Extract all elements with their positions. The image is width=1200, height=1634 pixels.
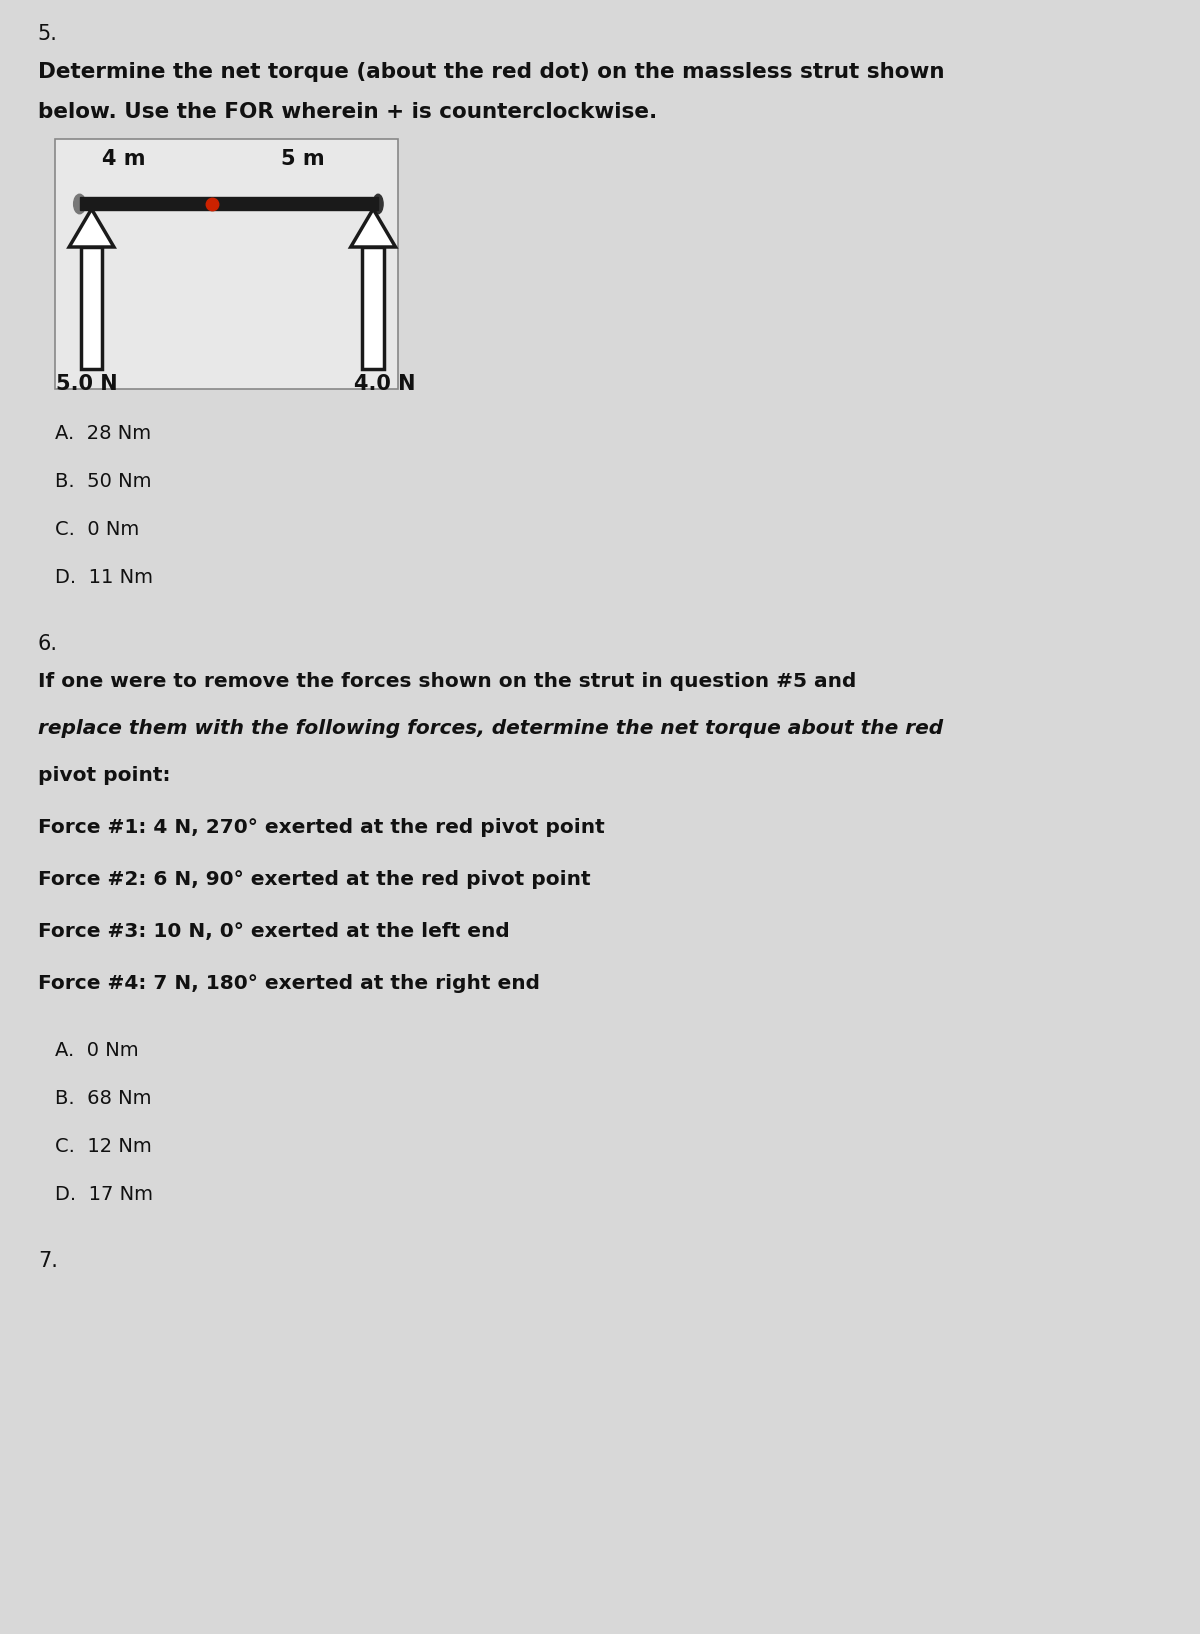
Text: D.  11 Nm: D. 11 Nm	[55, 569, 152, 587]
Text: pivot point:: pivot point:	[38, 766, 170, 784]
Ellipse shape	[73, 194, 85, 214]
Text: below. Use the FOR wherein + is counterclockwise.: below. Use the FOR wherein + is counterc…	[38, 101, 658, 123]
Text: C.  0 Nm: C. 0 Nm	[55, 520, 139, 539]
Text: A.  0 Nm: A. 0 Nm	[55, 1041, 138, 1060]
Text: Force #1: 4 N, 270° exerted at the red pivot point: Force #1: 4 N, 270° exerted at the red p…	[38, 817, 605, 837]
Bar	[80, 247, 102, 369]
Text: B.  68 Nm: B. 68 Nm	[55, 1088, 151, 1108]
Text: Force #4: 7 N, 180° exerted at the right end: Force #4: 7 N, 180° exerted at the right…	[38, 974, 540, 993]
Polygon shape	[70, 209, 114, 247]
Text: Force #2: 6 N, 90° exerted at the red pivot point: Force #2: 6 N, 90° exerted at the red pi…	[38, 869, 590, 889]
Text: 4.0 N: 4.0 N	[354, 374, 416, 394]
Text: 7.: 7.	[38, 1250, 58, 1271]
Text: C.  12 Nm: C. 12 Nm	[55, 1137, 151, 1155]
Text: 4 m: 4 m	[102, 149, 145, 168]
Text: 6.: 6.	[38, 634, 58, 654]
Text: B.  50 Nm: B. 50 Nm	[55, 472, 151, 490]
Text: Force #3: 10 N, 0° exerted at the left end: Force #3: 10 N, 0° exerted at the left e…	[38, 922, 510, 941]
Text: replace them with the following forces, determine the net torque about the red: replace them with the following forces, …	[38, 719, 943, 739]
Polygon shape	[350, 209, 396, 247]
Text: 5.0 N: 5.0 N	[55, 374, 118, 394]
Text: D.  17 Nm: D. 17 Nm	[55, 1185, 152, 1204]
Text: 5.: 5.	[38, 25, 58, 44]
Text: A.  28 Nm: A. 28 Nm	[55, 423, 151, 443]
Text: Determine the net torque (about the red dot) on the massless strut shown: Determine the net torque (about the red …	[38, 62, 944, 82]
Ellipse shape	[373, 194, 383, 214]
Text: 5 m: 5 m	[281, 149, 325, 168]
Text: If one were to remove the forces shown on the strut in question #5 and: If one were to remove the forces shown o…	[38, 672, 856, 691]
FancyBboxPatch shape	[55, 139, 398, 389]
Bar	[79, 198, 378, 211]
Bar	[362, 247, 384, 369]
